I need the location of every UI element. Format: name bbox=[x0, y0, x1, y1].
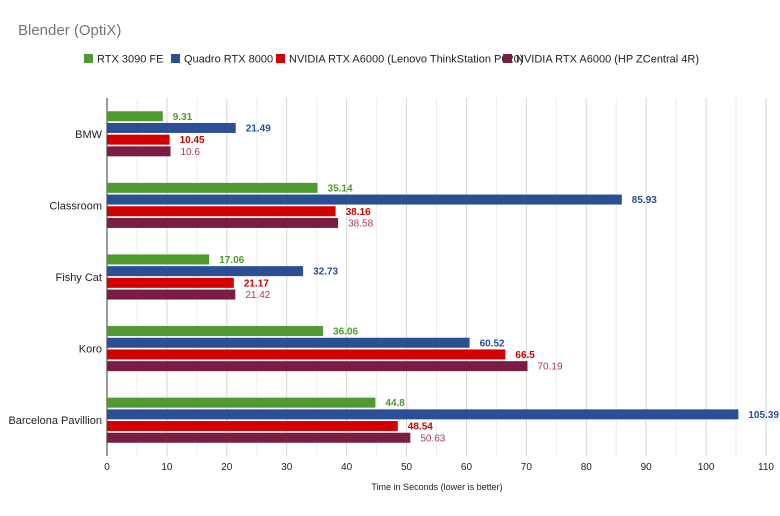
bar bbox=[107, 111, 163, 122]
legend-label: Quadro RTX 8000 bbox=[184, 54, 273, 66]
bar bbox=[107, 194, 622, 205]
data-label: 21.42 bbox=[245, 290, 270, 301]
bar bbox=[107, 217, 339, 228]
legend-swatch bbox=[276, 54, 285, 63]
legend-swatch bbox=[84, 54, 93, 63]
legend-swatch bbox=[171, 54, 180, 63]
category-label: Fishy Cat bbox=[56, 272, 102, 284]
bar bbox=[107, 277, 234, 288]
bar bbox=[107, 122, 236, 133]
legend-label: NVIDIA RTX A6000 (Lenovo ThinkStation P6… bbox=[289, 54, 523, 66]
data-label: 10.45 bbox=[180, 135, 205, 146]
data-label: 21.49 bbox=[246, 123, 271, 134]
bar bbox=[107, 337, 470, 348]
x-tick-label: 60 bbox=[461, 462, 473, 473]
legend-label: RTX 3090 FE bbox=[97, 54, 163, 66]
category-label: Barcelona Pavillion bbox=[8, 415, 102, 427]
bar bbox=[107, 326, 324, 337]
bar bbox=[107, 206, 336, 217]
legend: RTX 3090 FE Quadro RTX 8000 NVIDIA RTX A60… bbox=[84, 54, 699, 66]
x-axis-title: Time in Seconds (lower is better) bbox=[371, 482, 502, 492]
x-tick-label: 100 bbox=[698, 462, 715, 473]
category-label: BMW bbox=[75, 129, 103, 141]
data-label: 10.6 bbox=[181, 147, 201, 158]
x-tick-label: 110 bbox=[758, 462, 774, 473]
legend-swatch bbox=[503, 54, 512, 63]
category-labels: BMW Classroom Fishy Cat Koro Barcelona Pavil… bbox=[8, 129, 102, 427]
data-label: 50.63 bbox=[420, 433, 445, 444]
data-label: 48.54 bbox=[408, 422, 433, 433]
x-tick-label: 20 bbox=[221, 462, 233, 473]
bar bbox=[107, 397, 376, 408]
bar bbox=[107, 421, 398, 432]
data-label: 32.73 bbox=[313, 267, 338, 278]
x-tick-label: 70 bbox=[521, 462, 533, 473]
x-tick-label: 80 bbox=[581, 462, 593, 473]
data-label: 9.31 bbox=[173, 112, 193, 123]
x-tick-label: 30 bbox=[281, 462, 293, 473]
data-label: 60.52 bbox=[480, 338, 505, 349]
chart-title: Blender (OptiX) bbox=[18, 22, 121, 39]
gridlines bbox=[106, 98, 767, 456]
x-tick-label: 40 bbox=[341, 462, 353, 473]
category-label: Classroom bbox=[49, 200, 102, 212]
bars bbox=[107, 111, 739, 443]
bar bbox=[107, 266, 304, 277]
data-label: 35.14 bbox=[328, 183, 353, 194]
data-label: 44.8 bbox=[385, 398, 405, 409]
bar bbox=[107, 361, 528, 372]
bar bbox=[107, 146, 171, 157]
bar bbox=[107, 134, 170, 145]
data-label: 17.06 bbox=[219, 255, 244, 266]
category-label: Koro bbox=[79, 344, 102, 356]
x-tick-label: 90 bbox=[641, 462, 653, 473]
data-label: 66.5 bbox=[515, 350, 535, 361]
data-label: 70.19 bbox=[538, 362, 563, 373]
legend-label: NVIDIA RTX A6000 (HP ZCentral 4R) bbox=[516, 54, 699, 66]
data-label: 38.16 bbox=[346, 207, 371, 218]
x-tick-label: 0 bbox=[104, 462, 110, 473]
data-label: 85.93 bbox=[632, 195, 657, 206]
bar bbox=[107, 432, 411, 443]
x-tick-label: 10 bbox=[161, 462, 173, 473]
x-tick-labels: 0 10 20 30 40 50 60 70 80 90 100 110 bbox=[104, 462, 774, 473]
data-label: 38.58 bbox=[348, 218, 373, 229]
data-label: 36.06 bbox=[333, 327, 358, 338]
data-label: 21.17 bbox=[244, 278, 269, 289]
bar bbox=[107, 289, 236, 300]
bar bbox=[107, 254, 210, 265]
data-label: 105.39 bbox=[748, 410, 779, 421]
x-tick-label: 50 bbox=[401, 462, 413, 473]
bar bbox=[107, 349, 506, 360]
bar bbox=[107, 182, 318, 193]
bar bbox=[107, 409, 739, 420]
